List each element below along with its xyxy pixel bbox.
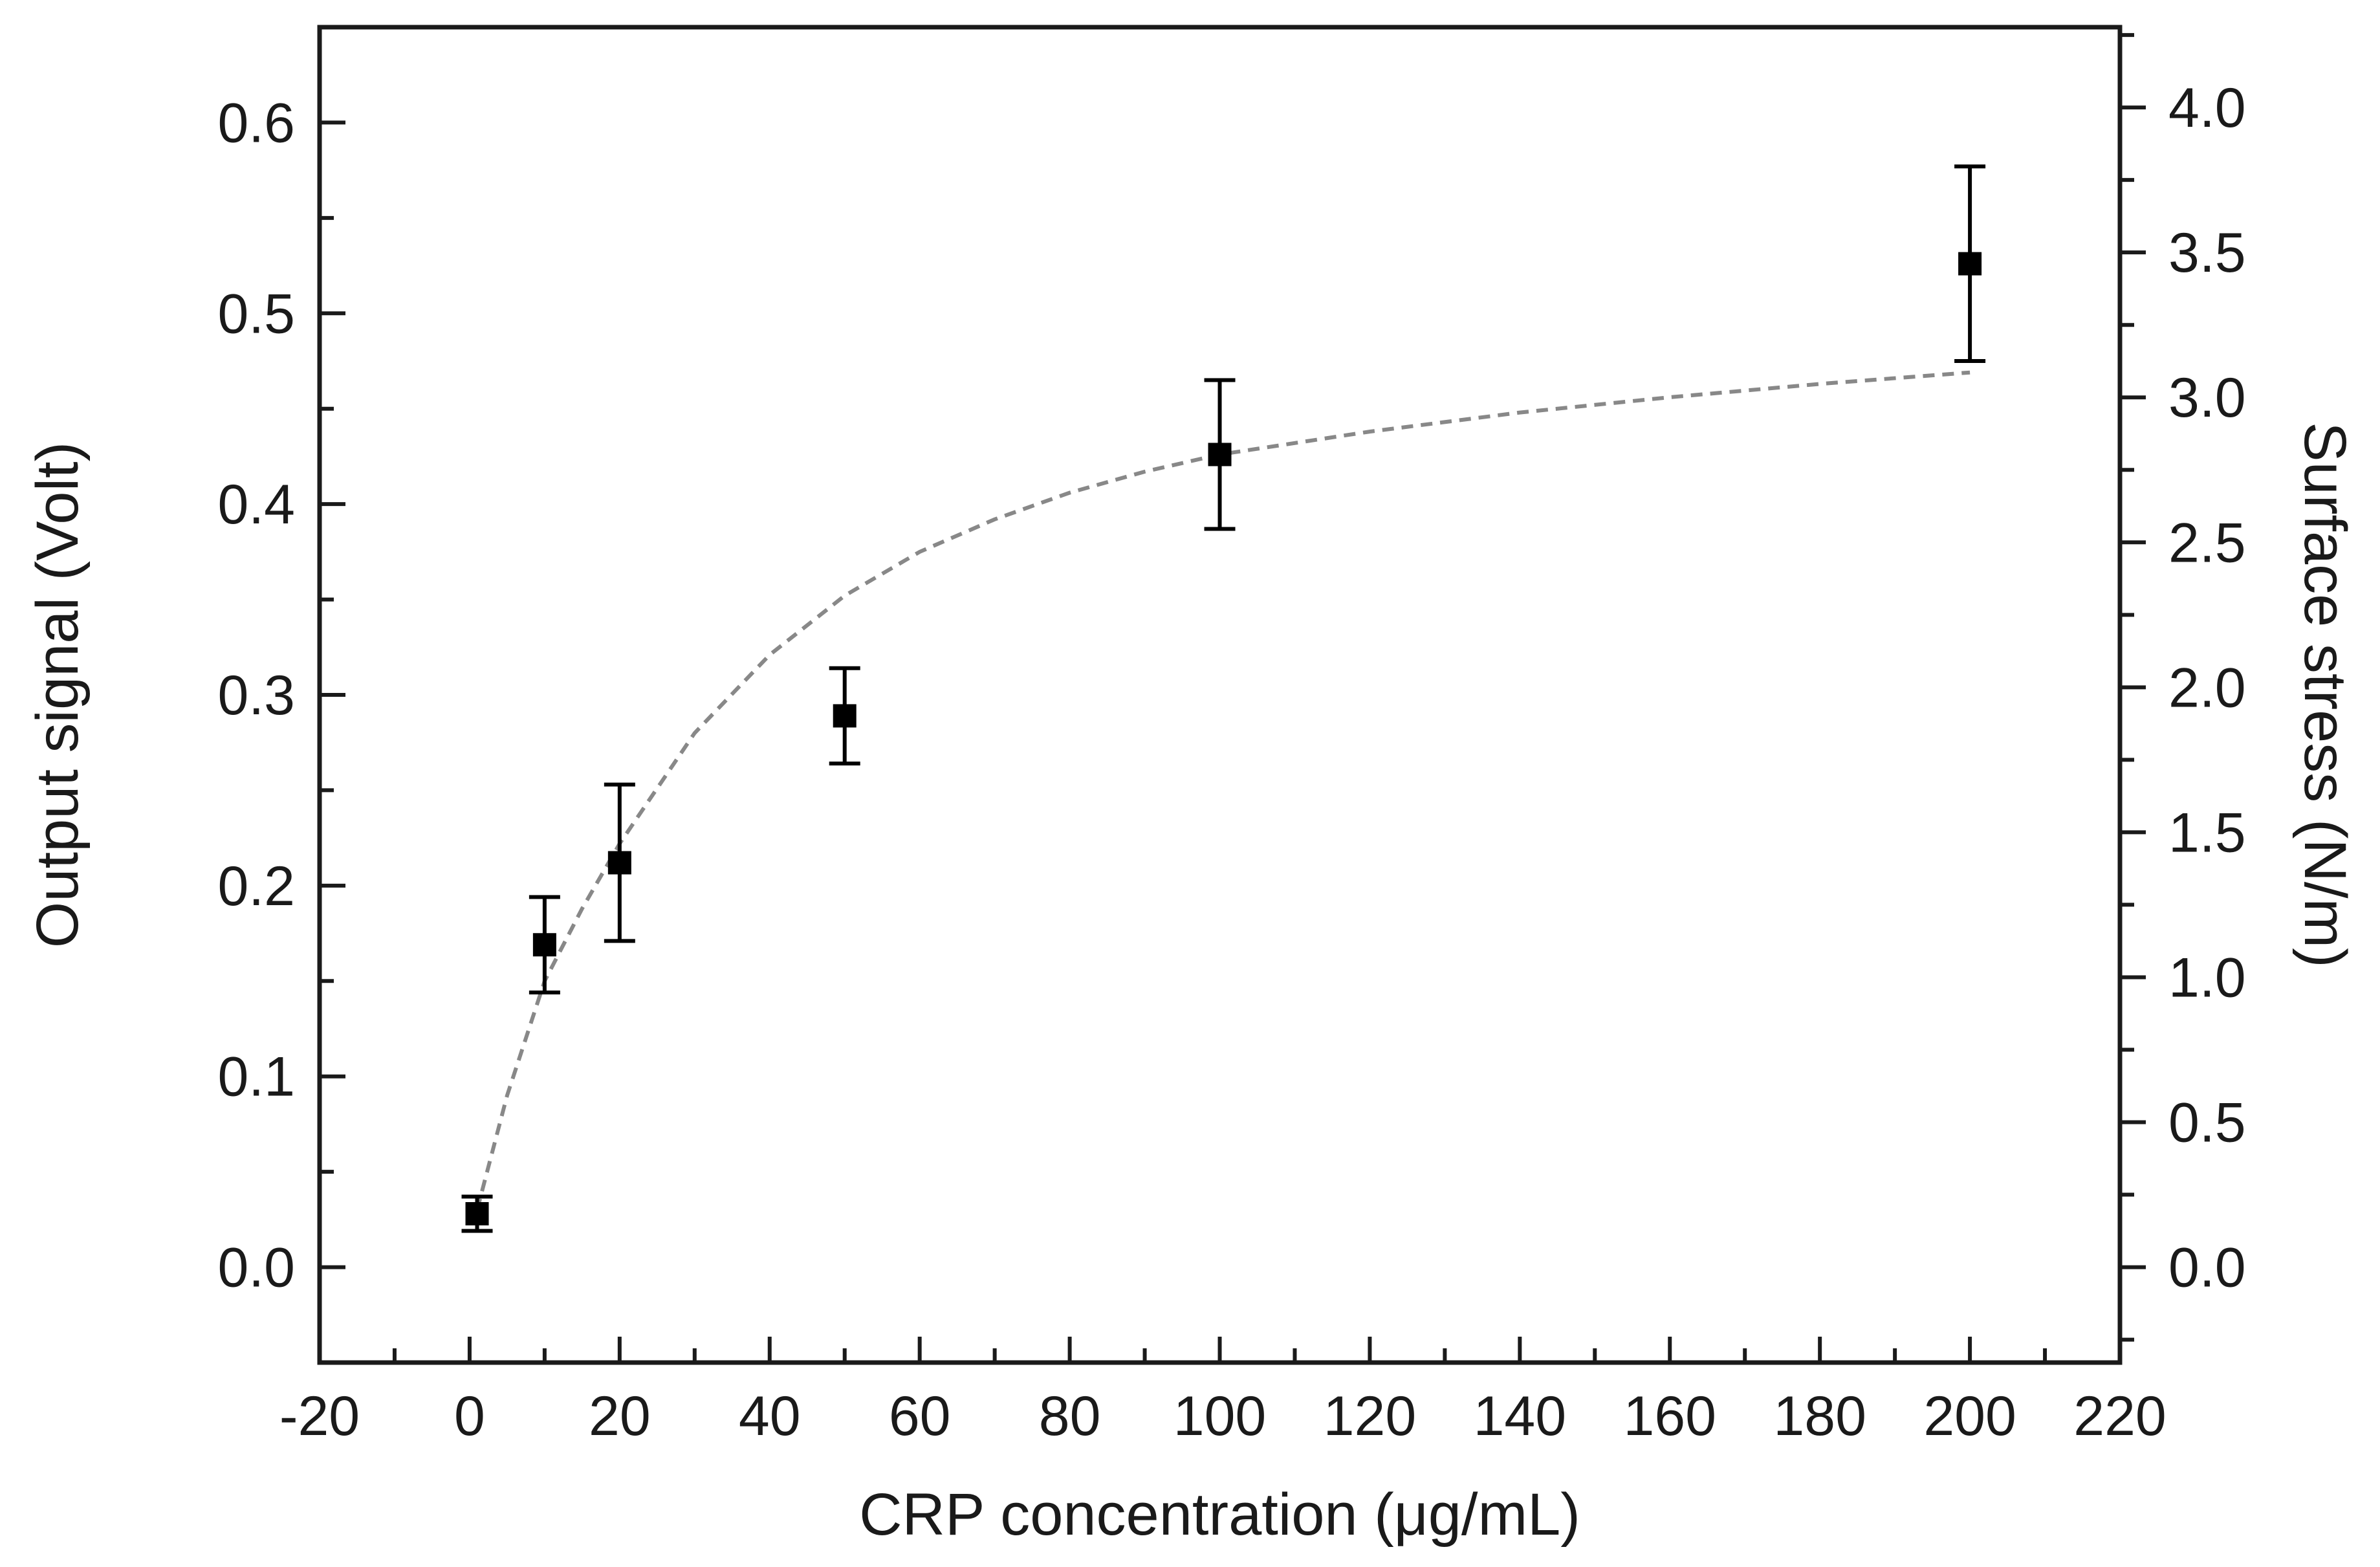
x-tick-label: 180 [1773, 1385, 1866, 1447]
y-tick-label: 0.3 [217, 664, 295, 727]
x-tick-label: 60 [889, 1385, 951, 1447]
data-point [1208, 443, 1232, 466]
y2-tick-label: 0.0 [2168, 1237, 2246, 1299]
x-axis-title: CRP concentration (μg/mL) [859, 1482, 1580, 1548]
y2-tick-label: 1.0 [2168, 947, 2246, 1009]
y-tick-label: 0.6 [217, 92, 295, 154]
y2-tick-label: 4.0 [2168, 77, 2246, 139]
ticks-layer [318, 25, 2146, 1363]
y2-tick-label: 3.5 [2168, 222, 2246, 284]
x-tick-label: 20 [589, 1385, 651, 1447]
y-tick-label: 0.0 [217, 1237, 295, 1299]
x-tick-label: 220 [2073, 1385, 2167, 1447]
y2-tick-label: 3.0 [2168, 367, 2246, 429]
y2-tick-label: 1.5 [2168, 802, 2246, 864]
fit-curve-layer [475, 370, 1971, 1211]
y2-tick-label: 0.5 [2168, 1092, 2246, 1154]
y-tick-label: 0.4 [217, 474, 295, 536]
y-tick-label: 0.5 [217, 283, 295, 345]
y-tick-label: 0.1 [217, 1046, 295, 1108]
y2-axis-title: Surface stress (N/m) [2292, 422, 2358, 967]
data-point [532, 933, 556, 957]
data-point [833, 704, 857, 728]
data-point [465, 1202, 489, 1226]
x-tick-label: 200 [1923, 1385, 2016, 1447]
x-tick-label: 80 [1039, 1385, 1101, 1447]
y-axis-title: Output signal (Volt) [25, 442, 91, 948]
x-tick-label: 140 [1474, 1385, 1567, 1447]
data-point [607, 851, 631, 875]
x-tick-label: 100 [1174, 1385, 1267, 1447]
x-tick-label: 40 [739, 1385, 801, 1447]
y2-tick-label: 2.5 [2168, 512, 2246, 574]
x-tick-label: -20 [279, 1385, 360, 1447]
x-tick-label: 0 [454, 1385, 485, 1447]
y2-tick-label: 2.0 [2168, 657, 2246, 719]
x-tick-label: 160 [1624, 1385, 1717, 1447]
data-points-layer [461, 164, 1986, 1233]
y-tick-label: 0.2 [217, 855, 295, 917]
plot-frame [317, 25, 2123, 1365]
data-point [1958, 252, 1982, 276]
x-tick-label: 120 [1324, 1385, 1417, 1447]
tick-labels-layer: -20 0 20 40 60 80 100 120 140 160 180 200 220 0.0 0.1 0… [217, 77, 2245, 1447]
fit-curve [475, 370, 1971, 1211]
